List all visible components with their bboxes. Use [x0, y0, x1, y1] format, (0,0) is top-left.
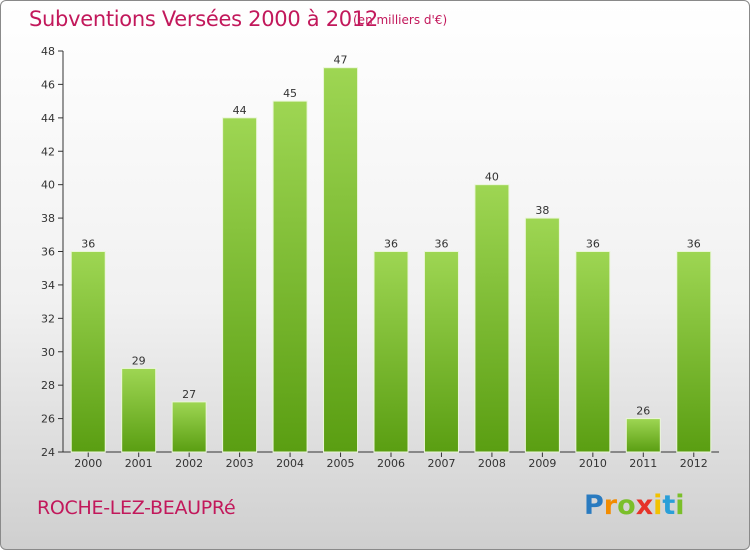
bar	[272, 100, 308, 453]
y-tick-label: 40	[41, 179, 55, 192]
y-tick-label: 26	[41, 413, 55, 426]
x-tick-label: 2003	[226, 457, 254, 470]
value-label: 36	[586, 238, 600, 251]
x-tick-label: 2002	[175, 457, 203, 470]
value-label: 36	[434, 238, 448, 251]
x-tick-label: 2000	[74, 457, 102, 470]
x-tick-label: 2005	[327, 457, 355, 470]
bar	[474, 184, 510, 453]
x-tick-label: 2011	[629, 457, 657, 470]
logo-letter: i	[675, 490, 685, 521]
value-label: 40	[485, 171, 499, 184]
bar	[70, 251, 106, 453]
commune-name: ROCHE-LEZ-BEAUPRé	[37, 497, 236, 519]
bar	[121, 367, 157, 453]
bar	[423, 251, 459, 453]
bar	[373, 251, 409, 453]
y-tick-label: 44	[41, 112, 55, 125]
y-tick-label: 42	[41, 145, 55, 158]
value-label: 29	[132, 354, 146, 367]
x-tick-label: 2004	[276, 457, 304, 470]
value-label: 36	[384, 238, 398, 251]
y-tick-label: 30	[41, 346, 55, 359]
value-label: 38	[535, 204, 549, 217]
bar	[524, 217, 560, 453]
value-label: 47	[334, 54, 348, 67]
y-tick-label: 46	[41, 78, 55, 91]
bar	[625, 418, 661, 453]
y-tick-label: 24	[41, 446, 55, 459]
value-label: 45	[283, 87, 297, 100]
labels: 36 2000 29 2001 27 2002 44 2003 45 2004 47 2005 36 20…	[74, 54, 708, 470]
logo-letter: o	[617, 490, 636, 521]
x-tick-label: 2012	[680, 457, 708, 470]
x-tick-label: 2009	[528, 457, 556, 470]
x-tick-label: 2010	[579, 457, 607, 470]
x-tick-label: 2006	[377, 457, 405, 470]
chart-title: Subventions Versées 2000 à 2012	[29, 7, 378, 31]
y-tick-label: 32	[41, 312, 55, 325]
logo-letter: t	[662, 490, 676, 521]
bar	[676, 251, 712, 453]
y-tick-label: 38	[41, 212, 55, 225]
value-label: 44	[233, 104, 247, 117]
bar	[171, 401, 207, 453]
value-label: 36	[81, 238, 95, 251]
x-tick-label: 2007	[427, 457, 455, 470]
logo-letter: x	[635, 490, 654, 521]
proxiti-logo: Proxiti	[584, 490, 685, 521]
unit-note: (en milliers d'€)	[353, 13, 448, 27]
value-label: 27	[182, 388, 196, 401]
y-tick-label: 48	[41, 45, 55, 58]
bars	[70, 67, 712, 453]
bar	[323, 67, 359, 453]
x-tick-label: 2001	[125, 457, 153, 470]
logo-letter: P	[584, 490, 604, 521]
x-tick-label: 2008	[478, 457, 506, 470]
y-tick-label: 36	[41, 246, 55, 259]
bar	[575, 251, 611, 453]
axes: 24 26 28 30 32 34 36 38 40 42 44 46 48	[41, 45, 719, 459]
value-label: 26	[636, 405, 650, 418]
logo-letter: r	[603, 490, 618, 521]
bar	[222, 117, 258, 453]
y-tick-label: 28	[41, 379, 55, 392]
logo-letter: i	[653, 490, 663, 521]
y-tick-label: 34	[41, 279, 55, 292]
value-label: 36	[687, 238, 701, 251]
